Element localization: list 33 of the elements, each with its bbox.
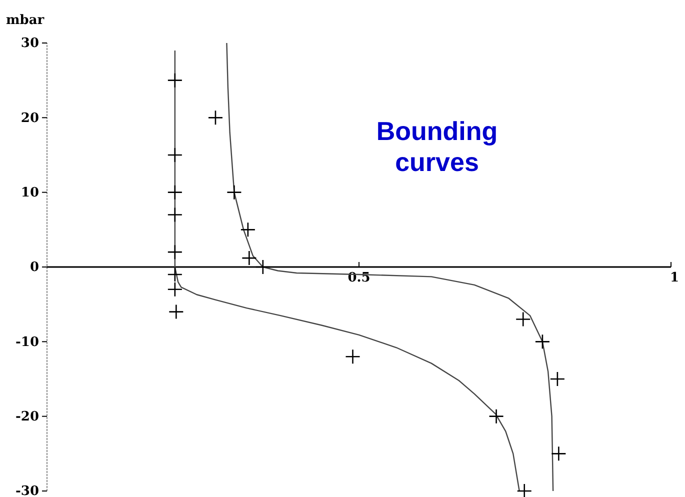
point [226, 184, 242, 200]
y-tick-label: 0 [30, 260, 39, 276]
point [515, 312, 531, 327]
point [345, 348, 360, 364]
y-axis-title: mbar [6, 13, 44, 28]
point [168, 304, 184, 320]
line-series [174, 50, 520, 492]
point [534, 334, 550, 350]
point [167, 147, 183, 163]
point [488, 408, 504, 424]
point [255, 259, 271, 275]
point [167, 244, 183, 260]
x-tick-label: 1 [670, 270, 679, 286]
x-tick-label: 0.5 [348, 270, 370, 286]
y-tick-label: -10 [16, 334, 39, 350]
y-tick-label: -30 [16, 484, 39, 497]
point [551, 446, 566, 462]
point [167, 266, 183, 282]
y-tick-label: 30 [20, 36, 39, 52]
point [167, 184, 183, 200]
point [167, 207, 183, 222]
point [516, 483, 532, 497]
y-tick-label: -20 [16, 409, 39, 424]
point [208, 110, 224, 126]
point [167, 72, 183, 88]
annotation: Bounding curves [376, 116, 498, 178]
point [240, 222, 256, 238]
y-tick-label: 10 [20, 185, 39, 200]
point [550, 371, 566, 387]
y-tick-label: 20 [20, 110, 39, 126]
point [167, 282, 183, 298]
point [242, 250, 257, 266]
line-series [226, 42, 554, 492]
